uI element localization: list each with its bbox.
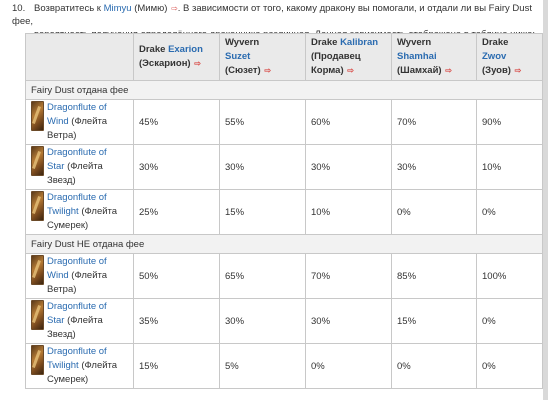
- item-link[interactable]: Star: [47, 315, 65, 326]
- item-rus: (Флейта Ветра): [47, 116, 108, 141]
- cell-value: 60%: [305, 99, 392, 145]
- scrollbar[interactable]: [543, 0, 548, 400]
- item-rus: (Флейта Звезд): [47, 315, 103, 340]
- item-rus: (Флейта Ветра): [47, 270, 108, 295]
- cell-value: 30%: [305, 144, 392, 190]
- cell-value: 10%: [476, 144, 543, 190]
- cell-value: 90%: [476, 99, 543, 145]
- link-zwov[interactable]: Zwov: [482, 51, 507, 62]
- cell-value: 45%: [133, 99, 220, 145]
- header-col-kalibran: Drake Kalibran (Продавец Корма) ⇨: [305, 33, 392, 81]
- item-link[interactable]: Dragonflute of: [47, 301, 107, 312]
- cell-value: 5%: [219, 343, 306, 389]
- cell-value: 100%: [476, 253, 543, 299]
- header-col-exarion: Drake Exarion (Эскарион) ⇨: [133, 33, 220, 81]
- table-row: Dragonflute of Twilight (Флейта Сумерек) …: [25, 189, 543, 235]
- table-row: Dragonflute of Star (Флейта Звезд) 30% 30…: [25, 144, 543, 190]
- table-row: Dragonflute of Star (Флейта Звезд) 35% 30…: [25, 298, 543, 344]
- cell-value: 30%: [133, 144, 220, 190]
- item-rus: (Флейта Сумерек): [47, 360, 118, 385]
- cell-value: 50%: [133, 253, 220, 299]
- section-title: Fairy Dust отдана фее: [25, 80, 543, 100]
- dragonflute-icon[interactable]: [31, 255, 44, 285]
- header-empty: [25, 33, 134, 81]
- link-suzet[interactable]: Suzet: [225, 51, 251, 62]
- cell-value: 0%: [391, 189, 477, 235]
- item-rus: (Флейта Звезд): [47, 161, 103, 186]
- cell-value: 30%: [219, 298, 306, 344]
- dragonflute-icon[interactable]: [31, 146, 44, 176]
- cell-value: 30%: [219, 144, 306, 190]
- cell-value: 0%: [305, 343, 392, 389]
- external-arrow-icon[interactable]: ⇨: [194, 59, 201, 68]
- step-number: 10.: [12, 3, 26, 14]
- cell-value: 15%: [133, 343, 220, 389]
- table-row: Dragonflute of Wind (Флейта Ветра) 50% 65…: [25, 253, 543, 299]
- item-link[interactable]: Dragonflute of: [47, 346, 107, 357]
- cell-value: 15%: [219, 189, 306, 235]
- cell-value: 70%: [391, 99, 477, 145]
- cell-value: 85%: [391, 253, 477, 299]
- cell-value: 0%: [476, 343, 543, 389]
- external-arrow-icon[interactable]: ⇨: [445, 66, 452, 75]
- external-arrow-icon[interactable]: ⇨: [514, 66, 522, 75]
- header-col-suzet: Wyvern Suzet (Сюзет) ⇨: [219, 33, 306, 81]
- cell-value: 0%: [476, 298, 543, 344]
- item-link[interactable]: Wind: [47, 116, 69, 127]
- cell-value: 55%: [219, 99, 306, 145]
- dragonflute-icon[interactable]: [31, 345, 44, 375]
- cell-value: 30%: [305, 298, 392, 344]
- item-link[interactable]: Dragonflute of: [47, 147, 107, 158]
- link-kalibran[interactable]: Kalibran: [340, 37, 379, 48]
- npc-link-mimyu[interactable]: Mimyu: [103, 3, 132, 14]
- cell-value: 70%: [305, 253, 392, 299]
- cell-value: 10%: [305, 189, 392, 235]
- external-arrow-icon[interactable]: ⇨: [347, 66, 354, 75]
- item-link[interactable]: Wind: [47, 270, 69, 281]
- cell-value: 30%: [391, 144, 477, 190]
- item-link[interactable]: Twilight: [47, 360, 79, 371]
- intro-text-2: . В зависимости от того, какому дракону …: [12, 3, 532, 27]
- cell-value: 15%: [391, 298, 477, 344]
- item-link[interactable]: Dragonflute of: [47, 256, 107, 267]
- intro-npc-rus: (Мимю): [131, 3, 171, 14]
- cell-value: 65%: [219, 253, 306, 299]
- header-col-zwov: Drake Zwov (Зуов) ⇨: [476, 33, 543, 81]
- dragonflute-icon[interactable]: [31, 191, 44, 221]
- section-title: Fairy Dust НЕ отдана фее: [25, 234, 543, 254]
- item-rus: (Флейта Сумерек): [47, 206, 118, 231]
- item-link[interactable]: Dragonflute of: [47, 102, 107, 113]
- item-link[interactable]: Dragonflute of: [47, 192, 107, 203]
- external-arrow-icon[interactable]: ⇨: [264, 66, 272, 75]
- cell-value: 25%: [133, 189, 220, 235]
- intro-text-1: Возвратитесь к: [34, 3, 104, 14]
- dragonflute-icon[interactable]: [31, 101, 44, 131]
- item-link[interactable]: Twilight: [47, 206, 79, 217]
- table-row: Dragonflute of Wind (Флейта Ветра) 45% 55…: [25, 99, 543, 145]
- dragon-chance-table: Drake Exarion (Эскарион) ⇨ Wyvern Suzet (…: [25, 33, 543, 389]
- cell-value: 35%: [133, 298, 220, 344]
- header-col-shamhai: Wyvern Shamhai (Шамхай) ⇨: [391, 33, 477, 81]
- external-arrow-icon[interactable]: ⇨: [171, 4, 178, 13]
- dragonflute-icon[interactable]: [31, 300, 44, 330]
- cell-value: 0%: [476, 189, 543, 235]
- link-exarion[interactable]: Exarion: [168, 44, 203, 55]
- item-link[interactable]: Star: [47, 161, 65, 172]
- table-row: Dragonflute of Twilight (Флейта Сумерек) …: [25, 343, 543, 389]
- cell-value: 0%: [391, 343, 477, 389]
- link-shamhai[interactable]: Shamhai: [397, 51, 437, 62]
